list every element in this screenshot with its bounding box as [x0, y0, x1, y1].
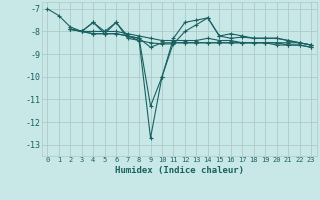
- X-axis label: Humidex (Indice chaleur): Humidex (Indice chaleur): [115, 166, 244, 175]
